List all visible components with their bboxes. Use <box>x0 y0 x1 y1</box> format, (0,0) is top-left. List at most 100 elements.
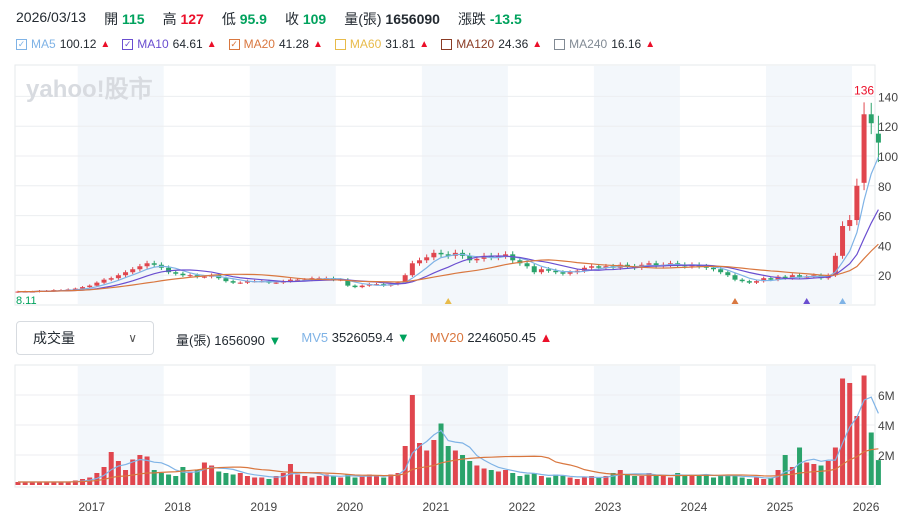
volume-bar <box>703 474 709 485</box>
candle-body <box>832 255 838 276</box>
volume-bar <box>624 474 630 485</box>
volume-bar <box>302 476 308 485</box>
volume-bar <box>180 467 186 485</box>
candle-body <box>596 266 602 268</box>
ma5-line <box>18 156 879 293</box>
volume-plot-frame <box>14 364 876 488</box>
checkbox[interactable] <box>554 38 566 50</box>
down-triangle-icon: ▼ <box>268 333 282 348</box>
ma-legend-item-ma10[interactable]: ✓ MA10 64.61 ▲ <box>122 37 217 51</box>
volume-bar <box>366 474 372 485</box>
candle-body <box>718 269 724 273</box>
volume-bar <box>538 476 544 485</box>
volume-bar <box>632 476 638 485</box>
checkbox[interactable] <box>334 38 346 50</box>
ma-legend-item-ma20[interactable]: ✓ MA20 41.28 ▲ <box>228 37 323 51</box>
signal-marker <box>803 298 811 304</box>
volume-bar <box>244 476 250 485</box>
candle-body <box>710 267 716 270</box>
volume-bar <box>123 470 129 485</box>
open-value: 115 <box>121 11 145 27</box>
y-tick-label: 120 <box>878 120 898 134</box>
volume-bar <box>854 416 860 485</box>
low-label: 低 <box>221 11 236 27</box>
candle-body <box>768 278 774 280</box>
candle-body <box>230 281 236 283</box>
ma-legend-item-ma60[interactable]: MA60 31.81 ▲ <box>334 37 430 51</box>
volume-bar <box>115 461 121 485</box>
candle-body <box>524 263 530 267</box>
volume-bar <box>252 477 258 485</box>
candle-body <box>409 263 415 276</box>
volume-bar <box>495 471 501 485</box>
candle-body <box>123 272 129 276</box>
y-tick-label: 100 <box>878 150 898 164</box>
volume-bar <box>603 476 609 485</box>
volume-bar <box>72 480 78 485</box>
change-value: -13.5 <box>489 11 522 27</box>
year-band <box>766 66 853 304</box>
volume-bar <box>323 474 329 485</box>
candle-body <box>868 114 874 124</box>
candle-body <box>187 275 193 277</box>
max-price-label: 136 <box>854 83 874 97</box>
volume-bar <box>553 474 559 485</box>
x-tick-label: 2022 <box>509 500 536 514</box>
volume-bar <box>44 482 50 485</box>
yahoo-logo: yahoo!股市 <box>26 75 153 103</box>
volume-bar <box>574 479 580 485</box>
ma-legend-item-ma240[interactable]: MA240 16.16 ▲ <box>554 37 655 51</box>
ma-legend-item-ma5[interactable]: ✓ MA5 100.12 ▲ <box>16 37 110 51</box>
year-band <box>593 66 680 304</box>
x-tick-label: 2018 <box>164 500 191 514</box>
ma-value: 41.28 <box>278 37 309 51</box>
candle-body <box>94 282 100 286</box>
candle-body <box>603 266 609 268</box>
min-price-label: 8.11 <box>16 295 37 307</box>
volume-bar <box>452 450 458 485</box>
signal-marker <box>839 298 847 304</box>
up-triangle-icon: ▲ <box>645 38 656 50</box>
volume-bar <box>868 432 874 485</box>
volume-bar <box>481 468 487 485</box>
checkbox[interactable]: ✓ <box>228 38 240 50</box>
high-label: 高 <box>162 11 177 27</box>
indicator-select-label: 成交量 <box>33 330 75 346</box>
volume-bar <box>187 471 193 485</box>
volume-bar <box>223 473 229 485</box>
volume-bar <box>209 465 215 485</box>
y-tick-label: 60 <box>878 210 892 224</box>
y-tick-label: 40 <box>878 239 892 253</box>
indicator-select[interactable]: 成交量 ∨ <box>16 321 154 355</box>
checkbox[interactable]: ✓ <box>122 38 134 50</box>
candle-body <box>144 263 150 267</box>
candle-body <box>359 285 365 288</box>
candle-body <box>467 255 473 261</box>
volume-bar <box>295 474 301 485</box>
volume-bar <box>847 383 853 485</box>
x-tick-label: 2017 <box>78 500 105 514</box>
x-tick-label: 2019 <box>250 500 277 514</box>
volume-bar <box>15 482 21 485</box>
candle-body <box>746 281 752 283</box>
volume-bar <box>789 467 795 485</box>
volume-bar <box>137 455 143 485</box>
chevron-down-icon: ∨ <box>128 331 137 345</box>
volume-bar <box>861 375 867 485</box>
candle-body <box>115 275 121 279</box>
up-triangle-icon: ▲ <box>419 38 430 50</box>
ma-name: MA10 <box>137 37 169 51</box>
candle-body <box>151 263 157 265</box>
checkbox[interactable] <box>441 38 453 50</box>
volume-bar <box>560 476 566 485</box>
candle-body <box>861 114 867 183</box>
volume-bar <box>216 471 222 485</box>
volume-bar <box>832 447 838 485</box>
ma-legend-item-ma120[interactable]: MA120 24.36 ▲ <box>441 37 542 51</box>
volume-bar <box>746 479 752 485</box>
candle-body <box>223 278 229 282</box>
checkbox[interactable]: ✓ <box>16 38 27 50</box>
candle-body <box>108 278 114 280</box>
volume-bar <box>158 473 164 485</box>
